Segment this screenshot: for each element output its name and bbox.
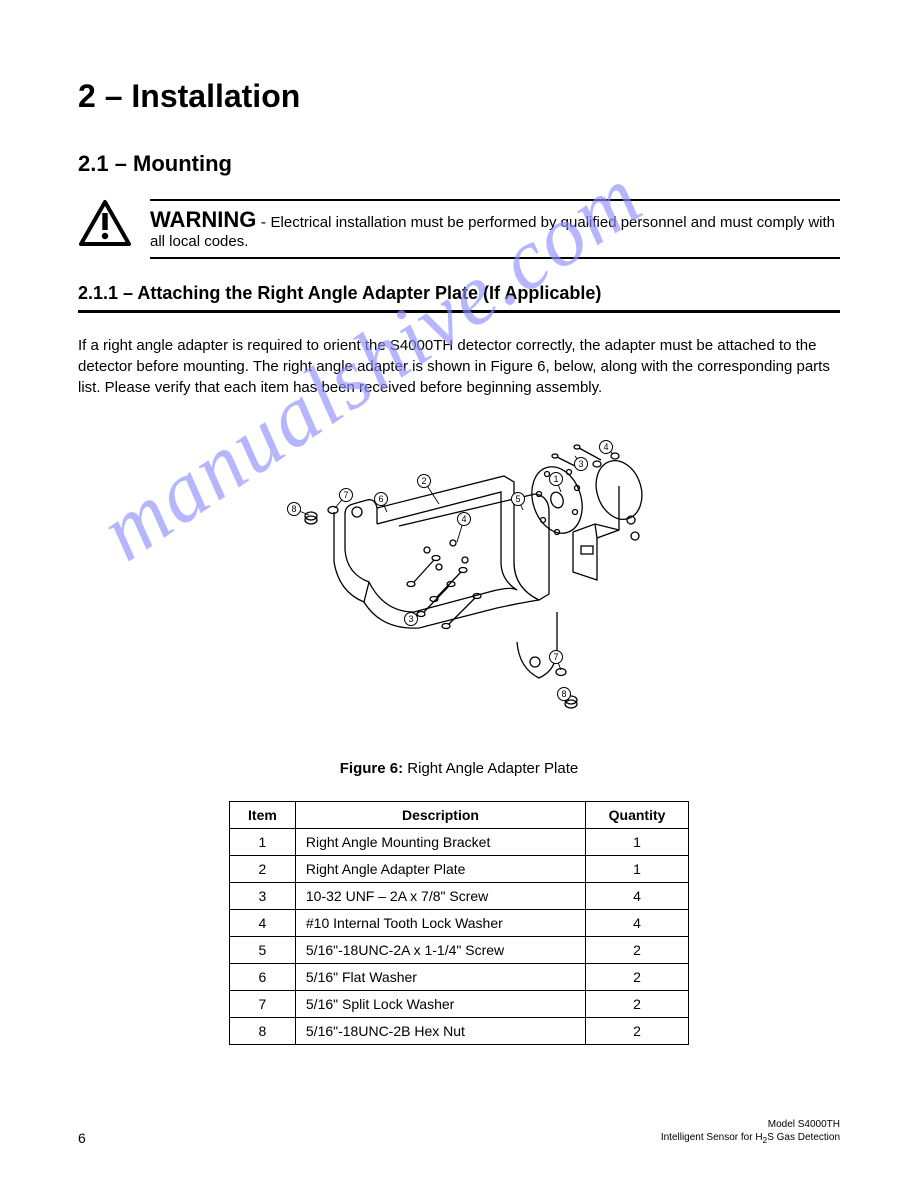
col-item: Item — [230, 802, 296, 829]
callout-4b: 4 — [457, 512, 471, 526]
footer-line2: Intelligent Sensor for H2S Gas Detection — [661, 1131, 840, 1146]
callout-8a: 8 — [287, 502, 301, 516]
cell-desc: #10 Internal Tooth Lock Washer — [295, 910, 585, 937]
body-paragraph: If a right angle adapter is required to … — [78, 335, 840, 398]
cell-desc: Right Angle Adapter Plate — [295, 856, 585, 883]
parts-table: Item Description Quantity 1Right Angle M… — [229, 801, 689, 1045]
callout-3a: 3 — [574, 457, 588, 471]
cell-desc: 10-32 UNF – 2A x 7/8" Screw — [295, 883, 585, 910]
cell-qty: 4 — [586, 883, 689, 910]
figure-label: Figure 6: — [340, 760, 403, 777]
adapter-title: 2.1.1 – Attaching the Right Angle Adapte… — [78, 283, 840, 313]
table-row: 310-32 UNF – 2A x 7/8" Screw4 — [230, 883, 689, 910]
mounting-title: 2.1 – Mounting — [78, 151, 840, 177]
table-row: 1Right Angle Mounting Bracket1 — [230, 829, 689, 856]
cell-item: 4 — [230, 910, 296, 937]
warning-label: WARNING — [150, 207, 256, 232]
callout-3b: 3 — [404, 612, 418, 626]
cell-desc: 5/16"-18UNC-2B Hex Nut — [295, 1018, 585, 1045]
cell-qty: 2 — [586, 991, 689, 1018]
cell-item: 7 — [230, 991, 296, 1018]
table-header-row: Item Description Quantity — [230, 802, 689, 829]
cell-desc: 5/16" Flat Washer — [295, 964, 585, 991]
table-row: 55/16"-18UNC-2A x 1-1/4" Screw2 — [230, 937, 689, 964]
cell-desc: Right Angle Mounting Bracket — [295, 829, 585, 856]
section-title: 2 – Installation — [78, 78, 840, 115]
page-number: 6 — [78, 1130, 86, 1146]
callout-2: 2 — [417, 474, 431, 488]
cell-qty: 2 — [586, 1018, 689, 1045]
cell-qty: 4 — [586, 910, 689, 937]
cell-item: 1 — [230, 829, 296, 856]
figure-caption: Figure 6: Right Angle Adapter Plate — [78, 760, 840, 777]
footer-model: Model S4000TH Intelligent Sensor for H2S… — [661, 1118, 840, 1146]
cell-item: 6 — [230, 964, 296, 991]
cell-desc: 5/16" Split Lock Washer — [295, 991, 585, 1018]
table-row: 85/16"-18UNC-2B Hex Nut2 — [230, 1018, 689, 1045]
cell-qty: 2 — [586, 964, 689, 991]
cell-item: 3 — [230, 883, 296, 910]
callout-7a: 7 — [339, 488, 353, 502]
table-row: 2Right Angle Adapter Plate1 — [230, 856, 689, 883]
table-row: 65/16" Flat Washer2 — [230, 964, 689, 991]
warning-dash: - — [256, 214, 270, 231]
cell-desc: 5/16"-18UNC-2A x 1-1/4" Screw — [295, 937, 585, 964]
table-row: 4#10 Internal Tooth Lock Washer4 — [230, 910, 689, 937]
warning-icon — [78, 199, 132, 247]
figure-text: Right Angle Adapter Plate — [403, 760, 578, 777]
warning-text: WARNING - Electrical installation must b… — [150, 199, 840, 259]
cell-qty: 1 — [586, 856, 689, 883]
callout-8b: 8 — [557, 687, 571, 701]
col-qty: Quantity — [586, 802, 689, 829]
table-row: 75/16" Split Lock Washer2 — [230, 991, 689, 1018]
callout-5: 5 — [511, 492, 525, 506]
cell-item: 8 — [230, 1018, 296, 1045]
callout-7b: 7 — [549, 650, 563, 664]
callout-6: 6 — [374, 492, 388, 506]
callout-4a: 4 — [599, 440, 613, 454]
callout-1: 1 — [549, 472, 563, 486]
cell-qty: 2 — [586, 937, 689, 964]
page-container: manualshive.com 2 – Installation 2.1 – M… — [0, 0, 918, 1188]
cell-qty: 1 — [586, 829, 689, 856]
warning-block: WARNING - Electrical installation must b… — [78, 199, 840, 259]
col-desc: Description — [295, 802, 585, 829]
cell-item: 2 — [230, 856, 296, 883]
footer-line1: Model S4000TH — [661, 1118, 840, 1131]
cell-item: 5 — [230, 937, 296, 964]
figure-diagram: 1 2 3 3 4 4 5 6 7 7 8 8 — [239, 412, 679, 752]
